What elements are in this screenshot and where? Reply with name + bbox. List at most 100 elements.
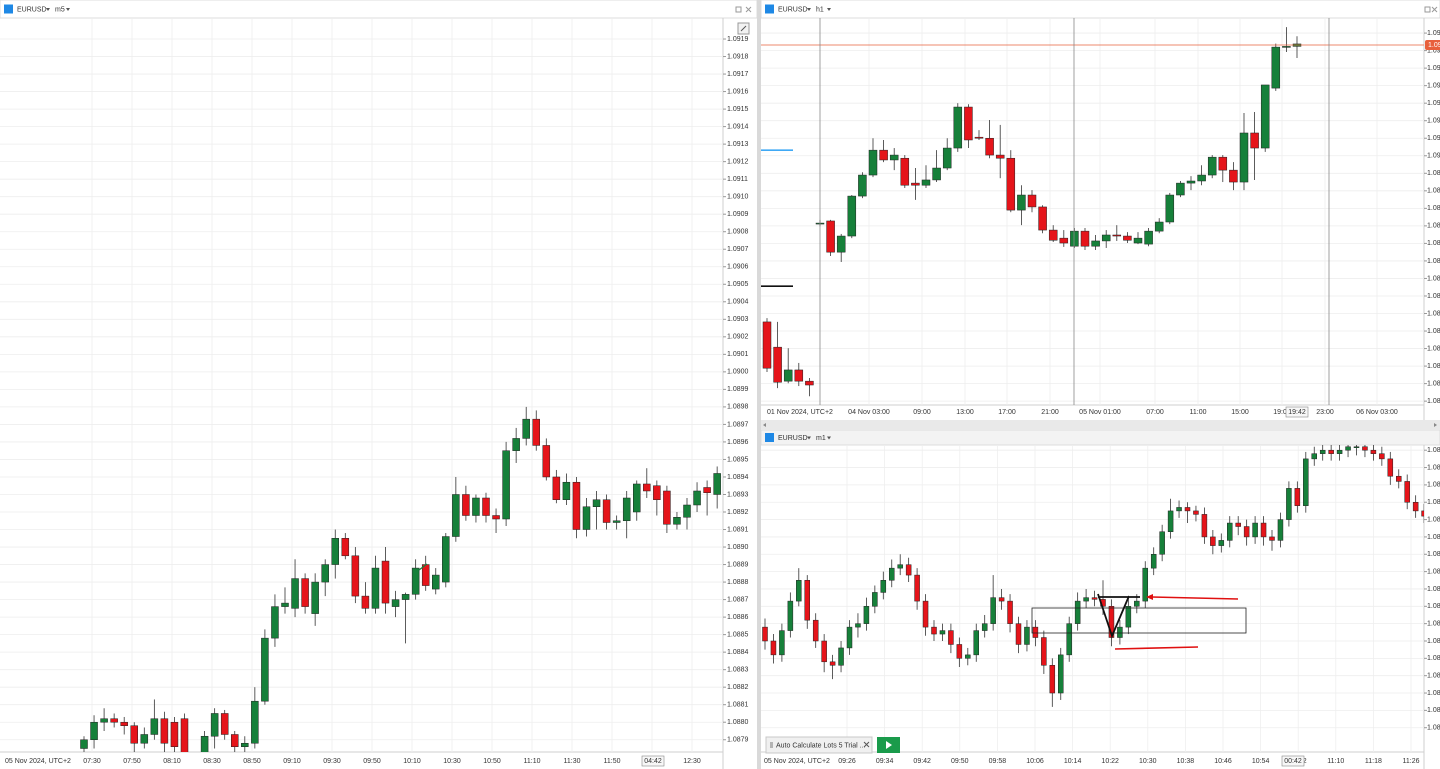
candle-body [826, 220, 835, 253]
x-tick-label: 15:00 [1231, 409, 1249, 416]
candle-body [889, 567, 895, 581]
candle-body [863, 606, 870, 624]
y-tick-label: 1.0893 [1427, 534, 1440, 541]
candle-body [552, 476, 561, 500]
candle-body [838, 647, 844, 666]
drawing-arrow[interactable] [418, 563, 428, 571]
candle-body [1282, 46, 1291, 48]
plugin-button[interactable] [765, 736, 873, 754]
candle-body [1303, 458, 1309, 506]
candle-body [1387, 458, 1394, 477]
y-tick-label: 1.0898 [1427, 447, 1440, 454]
candle-body [948, 630, 954, 645]
candle-body [1197, 174, 1206, 182]
y-tick-label: 1.0892 [1427, 551, 1440, 558]
y-tick-label: 1.0830 [1427, 398, 1440, 405]
x-tick-label: 11:18 [1365, 758, 1382, 765]
candle-body [1404, 481, 1410, 503]
x-tick-label: 09:58 [989, 758, 1007, 765]
x-tick-label: 05 Nov 01:00 [1079, 409, 1121, 416]
candle-body [847, 195, 857, 237]
candle-body [210, 713, 219, 737]
candle-body [1176, 182, 1185, 196]
y-tick-label: 1.0935 [1427, 30, 1440, 37]
candle-body [1353, 446, 1360, 448]
y-tick-label: 1.0896 [1427, 482, 1440, 489]
candle-body [1286, 488, 1292, 520]
y-tick-label: 1.0907 [727, 246, 749, 253]
drawing-arrow[interactable] [1151, 596, 1239, 600]
candle-body [1210, 536, 1216, 546]
y-tick-label: 1.0888 [1427, 620, 1440, 627]
dropdown-icon [807, 436, 811, 440]
candle-body [787, 600, 794, 631]
dropdown-icon [827, 8, 831, 11]
candle-body [1134, 600, 1140, 607]
candle-body [321, 564, 329, 583]
candle-body [1159, 531, 1165, 555]
candle-body [703, 487, 711, 493]
close-icon[interactable] [1431, 6, 1438, 13]
y-tick-label: 1.0885 [727, 631, 749, 638]
candle-body [683, 504, 691, 518]
y-tick-label: 1.0914 [727, 123, 749, 130]
splitter[interactable] [761, 420, 1440, 430]
session-separators [819, 18, 1330, 405]
candle-body [794, 369, 804, 382]
candle-body [846, 626, 853, 649]
candle-body [170, 721, 179, 747]
candle-body [1412, 501, 1419, 512]
candle-body [1059, 237, 1069, 244]
candle-body [411, 567, 420, 595]
candle-body [100, 718, 108, 723]
splitter[interactable] [757, 0, 761, 769]
symbol[interactable]: EURUSD [17, 6, 47, 13]
timeframe[interactable]: m1 [816, 435, 826, 442]
x-tick-label: 07:30 [83, 758, 101, 765]
y-tick-label: 1.0900 [1427, 153, 1440, 160]
y-tick-label: 1.0916 [727, 88, 749, 95]
timeframe[interactable]: m5 [55, 6, 65, 13]
y-tick-label: 1.0909 [727, 211, 749, 218]
window-icon[interactable] [1424, 6, 1431, 13]
symbol[interactable]: EURUSD [778, 435, 808, 442]
timeframe[interactable]: h1 [816, 6, 824, 13]
close-icon[interactable] [863, 741, 870, 748]
drawing-rectangle[interactable] [1031, 607, 1247, 634]
y-tick-label: 1.0896 [727, 439, 749, 446]
candle-body [291, 578, 299, 609]
candle-body [1218, 540, 1225, 546]
candle-body [858, 174, 867, 197]
candle-body [572, 481, 581, 530]
date-label: 05 Nov 2024, UTC+2 [764, 758, 830, 765]
candle-body [905, 564, 912, 576]
close-icon[interactable] [745, 6, 752, 13]
y-tick-label: 1.0881 [727, 702, 749, 709]
x-tick-label: 09:50 [951, 758, 969, 765]
window-icon[interactable] [735, 6, 742, 13]
y-tick-label: 1.0855 [1427, 310, 1440, 317]
symbol[interactable]: EURUSD [778, 6, 808, 13]
y-tick-label: 1.0895 [1427, 170, 1440, 177]
candle-body [1112, 234, 1122, 237]
candle-body [592, 499, 601, 507]
candle-body [1154, 221, 1164, 232]
y-tick-label: 1.0888 [727, 579, 749, 586]
x-tick-label: 04 Nov 03:00 [848, 409, 890, 416]
y-tick-label: 1.0905 [727, 281, 749, 288]
candle-body [582, 506, 591, 530]
y-tick-label: 1.0903 [727, 316, 749, 323]
candle-body [1184, 507, 1191, 512]
drawing-pattern[interactable] [1097, 593, 1140, 639]
candle-body [921, 179, 931, 186]
candle-body [889, 154, 899, 161]
candle-body [421, 564, 430, 586]
dropdown-icon [66, 8, 70, 11]
candle-body [612, 520, 621, 523]
candle-body [1277, 519, 1284, 541]
candle-body [371, 567, 380, 609]
candle-body [1101, 234, 1111, 242]
drawing-line[interactable] [1114, 646, 1199, 650]
y-tick-label: 1.0917 [727, 71, 749, 78]
candle-body [1193, 510, 1199, 515]
